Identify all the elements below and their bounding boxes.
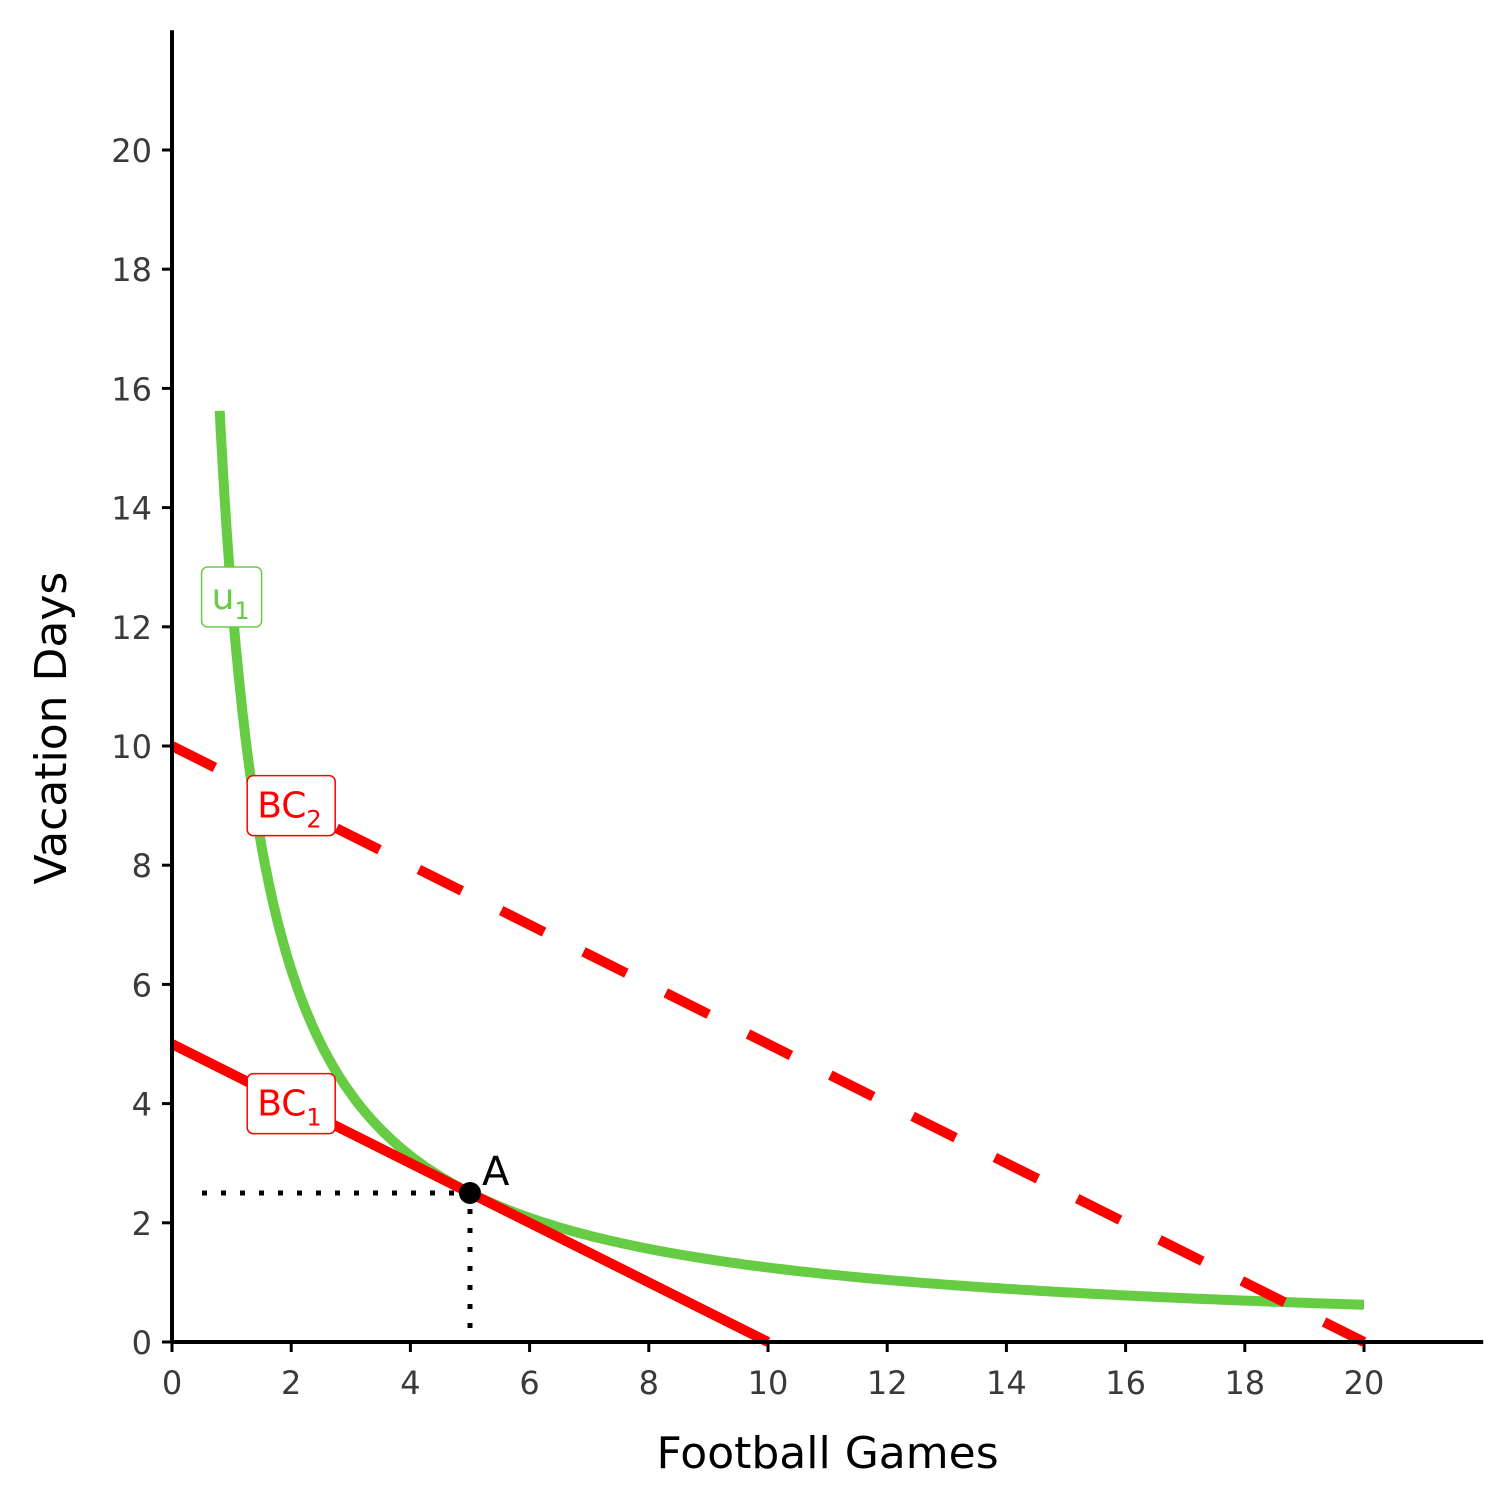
curve-label-bc1: BC1 [246, 1072, 336, 1135]
y-tick-label: 6 [132, 966, 152, 1004]
y-tick-label: 12 [111, 609, 152, 647]
curve-label-u1: u1 [200, 566, 263, 628]
y-tick-label: 18 [111, 251, 152, 289]
x-tick-label: 20 [1344, 1364, 1385, 1402]
x-tick-label: 14 [986, 1364, 1027, 1402]
y-tick-label: 4 [132, 1086, 152, 1124]
curve-label-text: BC1 [257, 1084, 321, 1132]
x-tick-label: 4 [400, 1364, 420, 1402]
point-label: A [482, 1149, 510, 1195]
x-axis-title: Football Games [657, 1428, 999, 1479]
point-marker [459, 1182, 481, 1204]
y-tick-label: 20 [111, 132, 152, 170]
curve-labels: u1 BC2 BC1 [200, 566, 336, 1135]
x-tick-label: 8 [639, 1364, 659, 1402]
x-tick-label: 0 [162, 1364, 182, 1402]
curve-label-text: u1 [212, 577, 250, 625]
curve-label-box [200, 566, 263, 628]
reference-lines [202, 1190, 473, 1328]
ticks: 0 2 4 6 8 10 12 14 16 18 20 0 2 4 6 8 10 12 14 16 18 20 [111, 132, 1384, 1402]
curve-label-text: BC2 [257, 786, 321, 834]
y-tick-label: 8 [132, 847, 152, 885]
x-tick-label: 16 [1105, 1364, 1146, 1402]
y-axis-title: Vacation Days [26, 572, 77, 885]
axes [170, 30, 1484, 1344]
x-tick-label: 18 [1224, 1364, 1265, 1402]
y-tick-label: 10 [111, 728, 152, 766]
y-tick-label: 2 [132, 1205, 152, 1243]
points: A [459, 1149, 510, 1204]
x-tick-label: 6 [519, 1364, 539, 1402]
x-tick-label: 2 [281, 1364, 301, 1402]
series-bc2 [169, 741, 1367, 1347]
x-tick-label: 12 [867, 1364, 908, 1402]
plot-series [169, 410, 1367, 1347]
curve-label-box [246, 774, 336, 837]
x-tick-label: 10 [748, 1364, 789, 1402]
y-tick-label: 16 [111, 370, 152, 408]
y-tick-label: 0 [132, 1324, 152, 1362]
series-u1 [214, 410, 1365, 1310]
curve-label-box [246, 1072, 336, 1135]
y-tick-label: 14 [111, 490, 152, 528]
curve-label-bc2: BC2 [246, 774, 336, 837]
